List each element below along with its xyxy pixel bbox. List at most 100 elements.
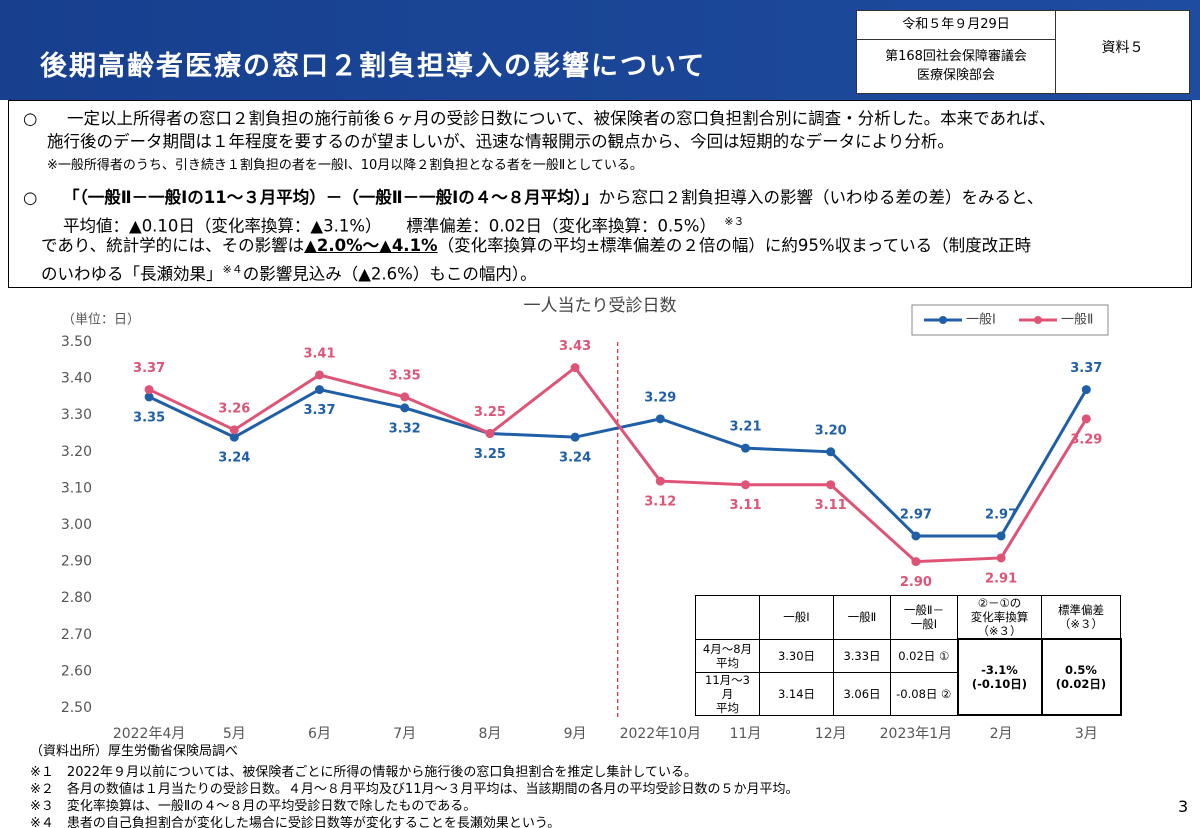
y-tick-label: 2.80 — [61, 590, 92, 606]
x-tick-label: 2023年1月 — [880, 726, 953, 742]
y-tick-label: 2.50 — [61, 700, 92, 716]
text: （変化率換算の平均±標準偏差の２倍の幅）に約95%収まっている（制度改正時 — [437, 236, 1032, 255]
text: であり、統計学的には、その影響は — [41, 236, 305, 255]
cell: 3.06日 — [833, 671, 891, 716]
series-line — [148, 365, 1088, 564]
summary-text: 一定以上所得者の窓口２割負担の施行前後６ヶ月の受診日数について、被保険者の窓口負… — [67, 109, 1056, 128]
info-box: 令和５年９月29日 第168回社会保障審議会 医療保険部会 資料５ — [856, 10, 1190, 94]
note-text: 各月の数値は１月当たりの受診日数。４月～８月平均及び11月～３月平均は、当該期間… — [66, 782, 799, 797]
cell: 3.33日 — [833, 638, 891, 673]
point — [315, 370, 324, 380]
y-tick-label: 3.10 — [61, 480, 92, 496]
point — [144, 392, 154, 402]
data-label: 3.25 — [474, 405, 506, 420]
summary-table: 一般Ⅰ 一般Ⅱ 一般Ⅱ－ 一般Ⅰ ②－①の 変化率換算 （※３） 標準偏差 （※… — [695, 595, 1122, 716]
y-tick-label: 3.20 — [61, 444, 92, 460]
text: の影響見込み（▲2.6%）もこの幅内）。 — [242, 264, 537, 284]
x-tick-label: 8月 — [478, 726, 501, 742]
meeting-line: 医療保険部会 — [916, 68, 995, 83]
legend-label: 一般Ⅱ — [1061, 312, 1093, 328]
table-header: 一般Ⅰ 一般Ⅱ 一般Ⅱ－ 一般Ⅰ ②－①の 変化率換算 （※３） 標準偏差 （※… — [695, 595, 1121, 640]
point — [911, 531, 921, 541]
y-tick-label: 2.60 — [61, 663, 92, 679]
note-mark: ※１ — [30, 765, 54, 780]
point — [741, 480, 750, 490]
data-label: 3.37 — [133, 361, 165, 376]
point — [570, 432, 580, 442]
point — [826, 480, 836, 490]
data-label: 2.97 — [900, 507, 932, 522]
y-tick-label: 3.50 — [61, 334, 92, 350]
point — [1081, 414, 1091, 424]
note-mark: ※４ — [30, 816, 54, 828]
summary-text: 「（一般Ⅱ－一般Ⅰの11～３月平均）－（一般Ⅱ－一般Ⅰの４～８月平均）」から窓口… — [63, 186, 1043, 209]
data-label: 3.11 — [815, 498, 847, 513]
y-tick-label: 2.90 — [61, 554, 92, 570]
data-label: 3.29 — [644, 390, 676, 405]
data-label: 3.11 — [729, 498, 761, 513]
point — [570, 363, 580, 373]
data-label: 3.26 — [218, 401, 250, 416]
ref: ※４ — [222, 263, 243, 276]
note-mark: ※２ — [30, 782, 54, 797]
ref: ※３ — [724, 215, 745, 228]
summary-note: ※一般所得者のうち、引き続き１割負担の者を一般Ⅰ、10月以降２割負担となる者を一… — [47, 158, 643, 173]
col-header: 一般Ⅱ — [833, 595, 891, 640]
summary-box: ○ 一定以上所得者の窓口２割負担の施行前後６ヶ月の受診日数について、被保険者の窓… — [8, 100, 1192, 288]
point — [144, 385, 154, 395]
summary-text: であり、統計学的には、その影響は▲2.0%～▲4.1%（変化率換算の平均±標準偏… — [41, 234, 1031, 257]
text: 平均値：▲0.10日（変化率換算：▲3.1%） 標準偏差：0.02日（変化率換算… — [63, 216, 708, 236]
point — [400, 392, 410, 402]
data-label: 3.25 — [474, 447, 506, 462]
emphasis: ▲2.0%～▲4.1% — [304, 236, 438, 255]
legend-marker — [939, 316, 947, 324]
cell: -3.1% (-0.10日) — [956, 638, 1043, 716]
point — [315, 385, 324, 395]
chart-title: 一人当たり受診日数 — [524, 296, 677, 316]
cell: 3.14日 — [759, 671, 834, 716]
row-label: 4月～8月 平均 — [695, 638, 760, 673]
cell: 3.30日 — [759, 638, 834, 673]
y-tick-label: 3.40 — [61, 371, 92, 387]
x-tick-label: 3月 — [1075, 726, 1098, 742]
note-text: 2022年９月以前については、被保険者ごとに所得の情報から施行後の窓口負担割合を… — [66, 765, 697, 780]
note-text: 変化率換算は、一般Ⅱの４～８月の平均受診日数で除したものである。 — [66, 799, 477, 814]
data-label: 2.97 — [985, 507, 1017, 522]
x-tick-label: 2022年10月 — [620, 726, 701, 742]
data-label: 3.29 — [1070, 432, 1102, 447]
slide-title: 後期高齢者医療の窓口２割負担導入の影響について — [40, 51, 707, 82]
date: 令和５年９月29日 — [856, 10, 1056, 40]
point — [911, 557, 921, 567]
text: のいわゆる「長瀬効果」 — [41, 264, 223, 284]
point — [655, 476, 665, 486]
chart: 一人当たり受診日数 （単位：日） 2.50 2.60 2.70 2.80 2.90 3.00 3… — [61, 296, 1109, 742]
point — [485, 429, 495, 438]
point — [1081, 385, 1091, 395]
col-header: 一般Ⅰ — [759, 595, 834, 640]
point — [655, 414, 665, 424]
data-label: 3.21 — [729, 420, 761, 435]
data-label: 2.91 — [985, 571, 1017, 586]
data-label: 3.32 — [389, 421, 421, 436]
row-label: 11月～3月 平均 — [695, 671, 760, 716]
data-label: 3.35 — [389, 368, 421, 383]
series-line — [148, 387, 1088, 538]
footnote: ※４ 患者の自己負担割合が変化した場合に受診日数等が変化することを長瀬効果という… — [30, 812, 560, 828]
corner — [695, 595, 760, 640]
summary-text: 施行後のデータ期間は１年程度を要するのが望ましいが、迅速な情報開示の観点から、今… — [47, 132, 954, 151]
data-label: 3.43 — [559, 339, 591, 354]
point — [229, 425, 239, 435]
x-tick-label: 7月 — [393, 726, 416, 742]
data-label: 3.37 — [303, 403, 335, 418]
col-header: ②－①の 変化率換算 （※３） — [957, 595, 1042, 640]
data-label: 3.20 — [815, 423, 847, 438]
text: から窓口２割負担導入の影響（いわゆる差の差）をみると、 — [598, 188, 1044, 207]
note-text: 患者の自己負担割合が変化した場合に受診日数等が変化することを長瀬効果という。 — [66, 816, 561, 828]
summary-text: 平均値：▲0.10日（変化率換算：▲3.1%） 標準偏差：0.02日（変化率換算… — [63, 210, 744, 238]
emphasis: 「（一般Ⅱ－一般Ⅰの11～３月平均）－（一般Ⅱ－一般Ⅰの４～８月平均）」 — [63, 188, 599, 207]
data-label: 3.41 — [303, 346, 335, 361]
meeting: 第168回社会保障審議会 医療保険部会 — [856, 39, 1056, 94]
bullet: ○ — [23, 109, 38, 128]
y-tick-label: 2.70 — [61, 627, 92, 643]
